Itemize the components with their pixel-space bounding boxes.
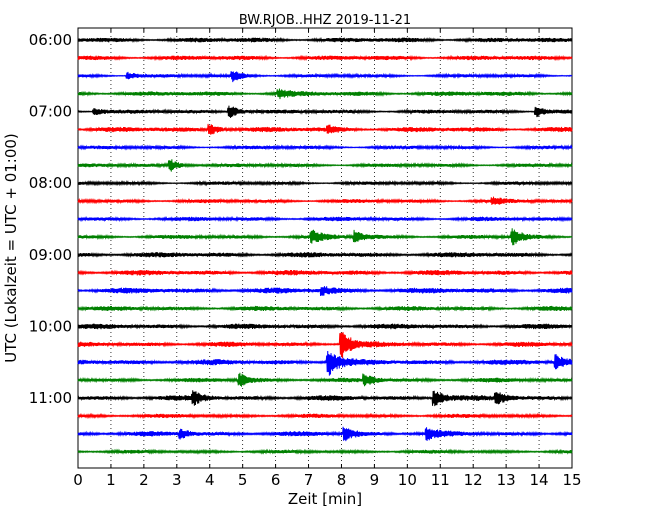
- y-tick-label: 08:00: [29, 174, 72, 192]
- y-tick-label: 06:00: [29, 31, 72, 49]
- trace-1030: [77, 351, 573, 376]
- x-tick-label: 6: [271, 471, 281, 489]
- trace-1115: [77, 412, 573, 420]
- trace-0815: [77, 196, 573, 205]
- x-tick-label: 7: [304, 471, 314, 489]
- trace-1015: [77, 332, 573, 359]
- trace-0615: [77, 54, 573, 62]
- trace-0600: [77, 36, 573, 44]
- x-tick-label: 10: [398, 471, 417, 489]
- x-tick-label: 11: [431, 471, 450, 489]
- y-tick-label: 07:00: [29, 103, 72, 121]
- x-tick-label: 5: [238, 471, 248, 489]
- y-tick-label: 11:00: [29, 389, 72, 407]
- trace-0630: [77, 71, 573, 83]
- trace-1000: [77, 323, 573, 330]
- trace-0930: [77, 286, 573, 296]
- trace-0800: [77, 179, 573, 187]
- x-tick-label: 2: [139, 471, 149, 489]
- x-tick-label: 15: [562, 471, 581, 489]
- plot-frame: [77, 27, 573, 469]
- grid-lines: [110, 28, 540, 468]
- x-tick-label: 4: [205, 471, 215, 489]
- trace-1145: [77, 448, 573, 455]
- x-axis-ticks: 0 1 2 3 4 5 6 7 8 9 10 11 12 13 14 15: [73, 28, 582, 489]
- trace-0745: [77, 159, 573, 172]
- trace-0915: [77, 269, 573, 276]
- x-tick-label: 1: [106, 471, 116, 489]
- x-tick-label: 8: [337, 471, 347, 489]
- trace-0845: [77, 228, 573, 246]
- trace-0730: [77, 144, 573, 151]
- trace-0945: [77, 305, 573, 312]
- chart-title: BW.RJOB..HHZ 2019-11-21: [239, 13, 411, 28]
- y-tick-label: 09:00: [29, 246, 72, 264]
- seismic-traces: [77, 36, 573, 455]
- x-tick-label: 13: [497, 471, 516, 489]
- x-tick-label: 9: [370, 471, 380, 489]
- y-axis-ticks: 06:00 07:00 08:00 09:00 10:00 11:00: [29, 31, 572, 407]
- y-tick-label: 10:00: [29, 317, 72, 335]
- trace-0645: [77, 88, 573, 100]
- trace-0715: [77, 123, 573, 135]
- x-tick-label: 0: [73, 471, 83, 489]
- x-tick-label: 3: [172, 471, 182, 489]
- trace-0830: [77, 215, 573, 223]
- trace-0700: [77, 105, 573, 118]
- x-axis-label: Zeit [min]: [288, 490, 362, 508]
- x-tick-label: 14: [530, 471, 549, 489]
- trace-1045: [77, 372, 573, 387]
- y-axis-label: UTC (Lokalzeit = UTC + 01:00): [2, 133, 20, 363]
- trace-1100: [77, 390, 573, 407]
- x-tick-label: 12: [464, 471, 483, 489]
- trace-0900: [77, 251, 573, 259]
- trace-1130: [77, 426, 573, 442]
